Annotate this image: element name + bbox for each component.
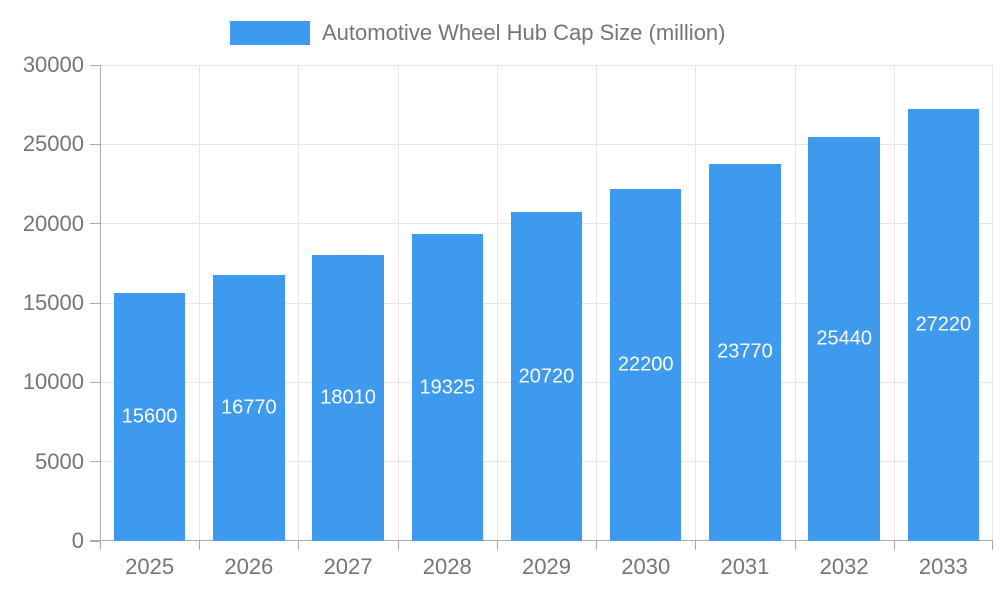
x-axis-tick xyxy=(596,541,598,550)
bar-2031[interactable]: 23770 xyxy=(709,163,781,541)
bar-value-label: 20720 xyxy=(518,365,575,388)
y-axis-tick xyxy=(90,64,100,66)
gridline-vertical xyxy=(893,65,895,541)
gridline-vertical xyxy=(695,65,697,541)
y-axis-tick xyxy=(90,381,100,383)
y-axis-tick xyxy=(90,461,100,463)
gridline-vertical xyxy=(298,65,300,541)
gridline-horizontal xyxy=(100,64,993,66)
x-axis-tick xyxy=(199,541,201,550)
bar-value-label: 27220 xyxy=(915,313,972,336)
bar-value-label: 16770 xyxy=(221,396,277,419)
y-axis-tick-label: 15000 xyxy=(22,290,84,315)
gridline-vertical xyxy=(794,65,796,541)
gridline-vertical xyxy=(992,65,993,541)
x-axis-tick xyxy=(794,541,796,550)
y-axis-tick-label: 20000 xyxy=(22,210,84,236)
x-axis-tick-label: 2028 xyxy=(422,554,472,579)
bar-2027[interactable]: 18010 xyxy=(312,255,384,541)
x-axis-tick xyxy=(496,541,498,550)
x-axis-tick xyxy=(893,541,895,550)
y-axis-tick-label: 5000 xyxy=(35,448,84,474)
x-axis-tick xyxy=(298,541,300,550)
bar-2032[interactable]: 25440 xyxy=(808,137,880,541)
x-axis-tick-label: 2030 xyxy=(621,554,671,579)
bar-value-label: 25440 xyxy=(816,327,872,350)
x-axis-tick-label: 2031 xyxy=(720,554,770,579)
gridline-vertical xyxy=(496,65,498,541)
bar-value-label: 19325 xyxy=(419,376,476,399)
legend-swatch-icon xyxy=(230,21,310,45)
x-axis-tick xyxy=(695,541,697,550)
x-axis-tick-label: 2026 xyxy=(224,554,274,579)
gridline-vertical xyxy=(397,65,399,541)
x-axis-tick xyxy=(992,541,993,550)
x-axis-tick-label: 2025 xyxy=(125,554,175,579)
x-axis-tick-label: 2033 xyxy=(918,554,968,579)
x-axis-tick-label: 2032 xyxy=(819,554,869,579)
plot-area: 0 5000 10000 15000 20000 25000 30000 2025 2026 20… xyxy=(23,52,993,579)
y-axis-tick xyxy=(90,540,100,542)
legend-label: Automotive Wheel Hub Cap Size (million) xyxy=(322,20,726,45)
bar-2030[interactable]: 22200 xyxy=(610,188,682,541)
x-axis-tick-label: 2027 xyxy=(323,554,373,579)
gridline-vertical xyxy=(596,65,598,541)
bar-2025[interactable]: 15600 xyxy=(113,293,186,541)
y-axis-tick-label: 30000 xyxy=(22,52,84,77)
x-axis-tick xyxy=(397,541,399,550)
bar-2026[interactable]: 16770 xyxy=(213,274,285,541)
y-axis-tick xyxy=(90,223,100,225)
legend[interactable]: Automotive Wheel Hub Cap Size (million) xyxy=(230,20,726,46)
bar-value-label: 22200 xyxy=(617,353,674,376)
y-axis-tick-label: 0 xyxy=(71,528,84,553)
x-axis-tick xyxy=(100,541,101,550)
bar-2029[interactable]: 20720 xyxy=(510,212,583,541)
gridline-vertical xyxy=(199,65,201,541)
y-axis-tick xyxy=(90,143,100,145)
y-axis-tick xyxy=(90,302,100,304)
bar-2033[interactable]: 27220 xyxy=(907,109,980,541)
bar-2028[interactable]: 19325 xyxy=(411,234,483,541)
bar-value-label: 23770 xyxy=(717,340,773,363)
bar-value-label: 18010 xyxy=(320,386,376,409)
bar-value-label: 15600 xyxy=(121,405,178,428)
y-axis-line xyxy=(100,65,101,541)
y-axis-tick-label: 25000 xyxy=(22,131,84,157)
gridline-horizontal xyxy=(100,143,993,145)
x-axis-tick-label: 2029 xyxy=(522,554,571,579)
y-axis-tick-label: 10000 xyxy=(22,369,84,395)
